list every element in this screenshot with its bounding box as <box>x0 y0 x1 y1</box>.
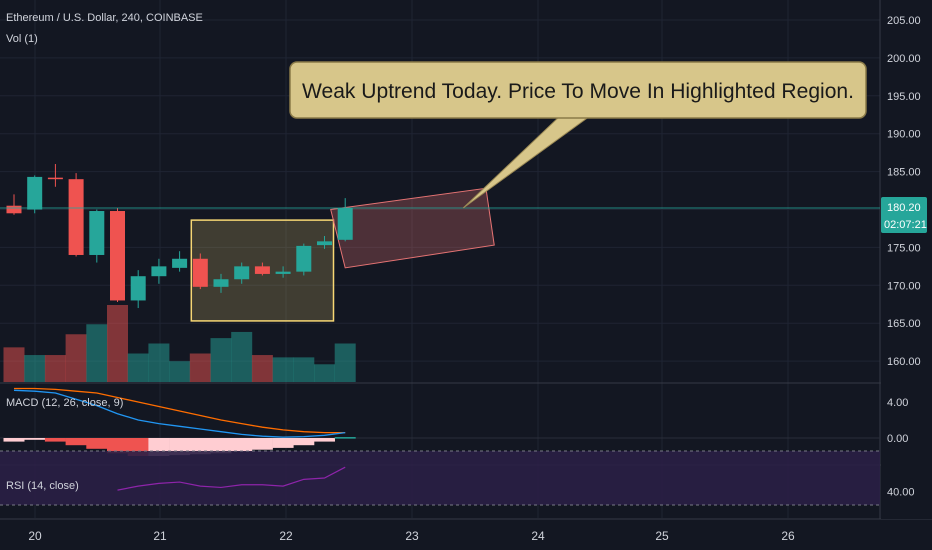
macd-histogram-bar <box>334 437 356 439</box>
macd-histogram-bar <box>86 438 108 449</box>
candle-body <box>110 211 125 301</box>
price-tick-label: 200.00 <box>887 53 921 65</box>
macd-histogram-bar <box>231 438 253 452</box>
candle-body <box>337 207 353 240</box>
time-tick-label: 25 <box>655 529 669 543</box>
volume-bar <box>231 331 253 382</box>
axes: 205.00200.00195.00190.00185.00180.00175.… <box>28 0 932 543</box>
volume-bar <box>189 353 211 382</box>
candle-body <box>27 176 43 210</box>
macd-histogram-bar <box>65 438 87 446</box>
candle-body <box>172 258 188 268</box>
price-tick-label: 160.00 <box>887 356 921 368</box>
price-tick-label: 205.00 <box>887 15 921 27</box>
candle-body <box>47 177 63 180</box>
volume-bar <box>251 355 273 382</box>
bar-countdown: 02:07:21 <box>884 219 927 231</box>
macd-tick-label: 4.00 <box>887 397 908 409</box>
volume-indicator-title[interactable]: Vol (1) <box>6 33 38 45</box>
volume-bar <box>107 305 128 382</box>
rsi-tick-label: 40.00 <box>887 487 915 499</box>
candle-body <box>130 276 146 301</box>
candle-body <box>296 245 312 272</box>
macd-histogram-bar <box>3 438 25 442</box>
volume-bar <box>3 347 25 382</box>
symbol-title[interactable]: Ethereum / U.S. Dollar, 240, COINBASE <box>6 12 203 24</box>
volume-bar <box>44 355 66 382</box>
candle-body <box>192 258 208 287</box>
price-tick-label: 165.00 <box>887 318 921 330</box>
volume-bar <box>24 355 46 382</box>
volume-bar <box>127 353 149 382</box>
last-price-label: 180.20 02:07:21 <box>881 196 927 233</box>
candle-body <box>234 266 250 280</box>
price-tick-label: 190.00 <box>887 129 921 141</box>
price-tick-label: 175.00 <box>887 242 921 254</box>
volume-bar <box>293 357 315 382</box>
macd-histogram-bar <box>314 438 335 442</box>
annotation-callout[interactable]: Weak Uptrend Today. Price To Move In Hig… <box>289 61 867 209</box>
volume-bar <box>272 357 294 382</box>
price-axis-background <box>881 0 932 519</box>
candlestick-series <box>6 164 353 309</box>
price-tick-label: 170.00 <box>887 280 921 292</box>
time-tick-label: 21 <box>153 529 167 543</box>
rsi-band <box>0 451 880 505</box>
macd-indicator-title[interactable]: MACD (12, 26, close, 9) <box>6 397 124 409</box>
volume-bar <box>86 324 108 382</box>
macd-line <box>13 389 346 438</box>
candle-body <box>213 279 229 287</box>
macd-tick-label: 0.00 <box>887 433 908 445</box>
candle-body <box>6 205 22 214</box>
price-axis[interactable]: 205.00200.00195.00190.00185.00180.00175.… <box>881 0 932 519</box>
macd-histogram-bar <box>210 438 232 454</box>
volume-bar <box>148 343 170 382</box>
volume-bar <box>65 334 87 382</box>
macd-histogram-bar <box>251 438 273 450</box>
volume-bar <box>314 364 335 382</box>
time-tick-label: 24 <box>531 529 545 543</box>
time-tick-label: 23 <box>405 529 419 543</box>
candle-body <box>89 211 105 255</box>
time-axis[interactable]: 20 21 22 23 24 25 26 <box>28 529 795 543</box>
candle-body <box>275 271 291 274</box>
candle-body <box>317 241 332 246</box>
last-price-badge <box>881 196 927 233</box>
candle-body <box>151 266 167 277</box>
rsi-line <box>117 466 346 491</box>
time-tick-label: 22 <box>279 529 293 543</box>
macd-signal-line <box>14 387 346 434</box>
rsi-pane <box>0 450 880 506</box>
macd-histogram-bar <box>107 438 128 454</box>
last-price-value: 180.20 <box>887 202 921 214</box>
macd-histogram-bar <box>272 438 294 448</box>
macd-histogram-bar <box>24 438 46 440</box>
price-tick-label: 185.00 <box>887 167 921 179</box>
volume-bar <box>210 338 232 382</box>
time-tick-label: 20 <box>28 529 42 543</box>
rsi-indicator-title[interactable]: RSI (14, close) <box>6 480 79 492</box>
volume-bar <box>334 343 356 382</box>
candle-body <box>254 266 270 274</box>
macd-histogram-bar <box>293 438 315 446</box>
time-tick-label: 26 <box>781 529 795 543</box>
candle-body <box>68 179 84 255</box>
macd-histogram-bar <box>44 438 66 442</box>
volume-bar <box>169 361 191 382</box>
macd-histogram-bar <box>189 438 211 455</box>
callout-text: Weak Uptrend Today. Price To Move In Hig… <box>302 80 854 103</box>
callout-box[interactable] <box>289 61 867 119</box>
price-tick-label: 195.00 <box>887 91 921 103</box>
volume-bars <box>3 305 356 382</box>
